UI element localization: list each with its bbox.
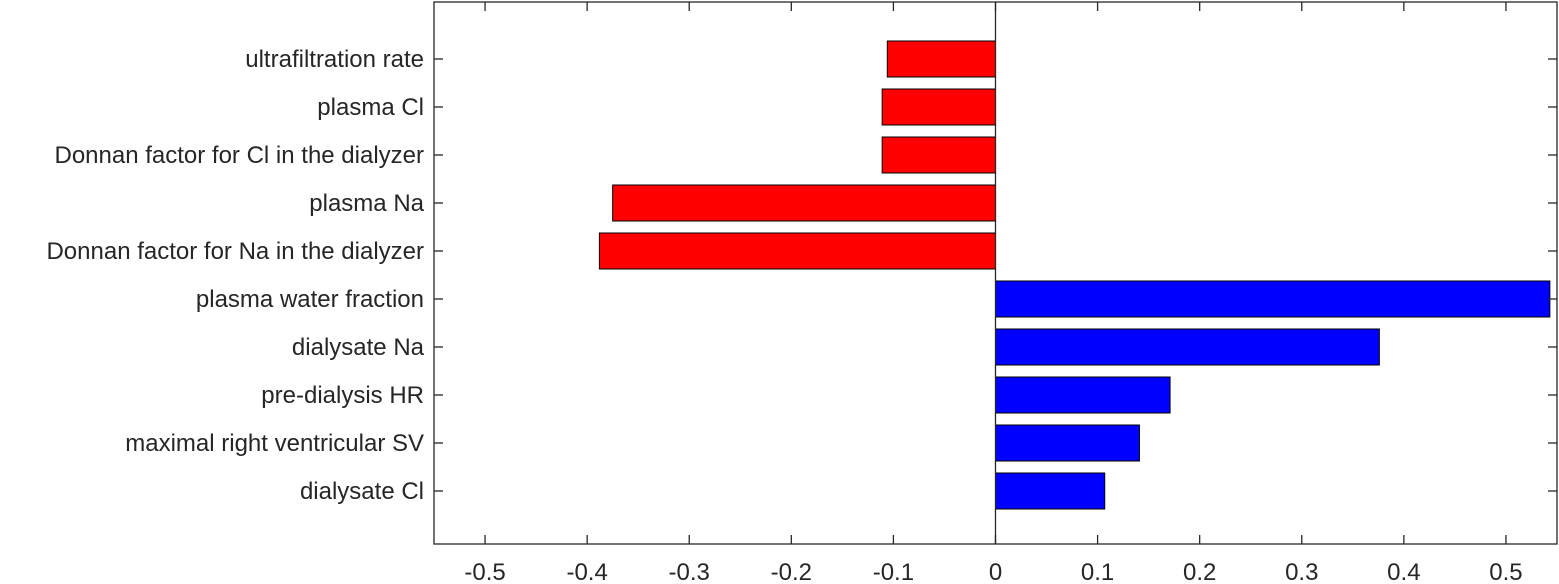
- x-tick-label: 0.5: [1489, 559, 1522, 584]
- bar: [995, 280, 1551, 318]
- x-tick-label: -0.5: [464, 559, 505, 584]
- x-tick-label: -0.2: [771, 559, 812, 584]
- category-label: plasma Cl: [317, 94, 424, 121]
- x-tick-label: -0.4: [566, 559, 607, 584]
- x-tick-label: 0.2: [1183, 559, 1216, 584]
- x-tick-labels: -0.5 -0.4 -0.3 -0.2 -0.1 0 0.1 0.2 0.3 0.4 0.5: [464, 559, 1522, 584]
- category-label: plasma water fraction: [196, 286, 424, 313]
- bars-group: [598, 40, 1551, 510]
- category-label: dialysate Na: [292, 334, 425, 361]
- bar: [995, 472, 1106, 510]
- bar: [598, 232, 996, 270]
- x-tick-label: 0.4: [1387, 559, 1420, 584]
- category-label: ultrafiltration rate: [245, 46, 424, 73]
- bar: [995, 376, 1171, 414]
- bar: [995, 424, 1140, 462]
- category-label: maximal right ventricular SV: [125, 430, 424, 457]
- bar: [881, 88, 996, 126]
- x-tick-label: 0: [989, 559, 1002, 584]
- x-tick-label: -0.1: [873, 559, 914, 584]
- x-tick-label: 0.1: [1081, 559, 1114, 584]
- bar: [886, 40, 996, 78]
- bar: [995, 328, 1380, 366]
- category-label: plasma Na: [309, 190, 424, 217]
- bar: [612, 184, 997, 222]
- category-label: Donnan factor for Na in the dialyzer: [46, 238, 424, 265]
- x-tick-label: 0.3: [1285, 559, 1318, 584]
- bar: [881, 136, 996, 174]
- category-labels: ultrafiltration rate plasma Cl Donnan fact…: [46, 46, 424, 505]
- x-tick-label: -0.3: [669, 559, 710, 584]
- category-label: dialysate Cl: [300, 478, 424, 505]
- category-label: pre-dialysis HR: [261, 382, 424, 409]
- category-label: Donnan factor for Cl in the dialyzer: [54, 142, 424, 169]
- ticks-group: [434, 2, 1557, 544]
